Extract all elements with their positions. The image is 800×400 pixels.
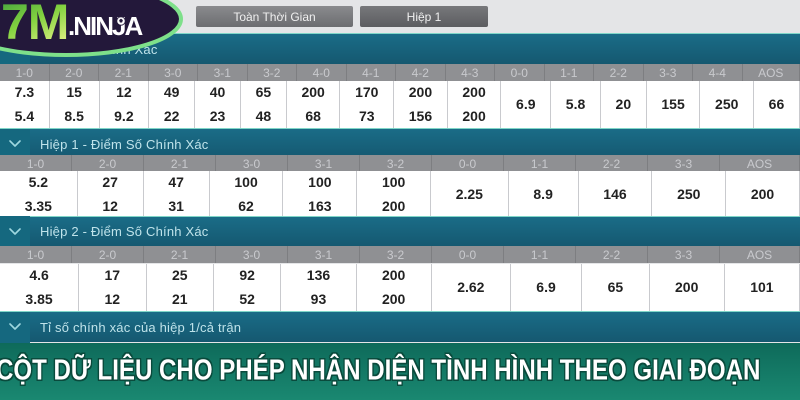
svg-text:7M: 7M [1,0,68,50]
svg-text:.NINJA: .NINJA [68,11,143,41]
